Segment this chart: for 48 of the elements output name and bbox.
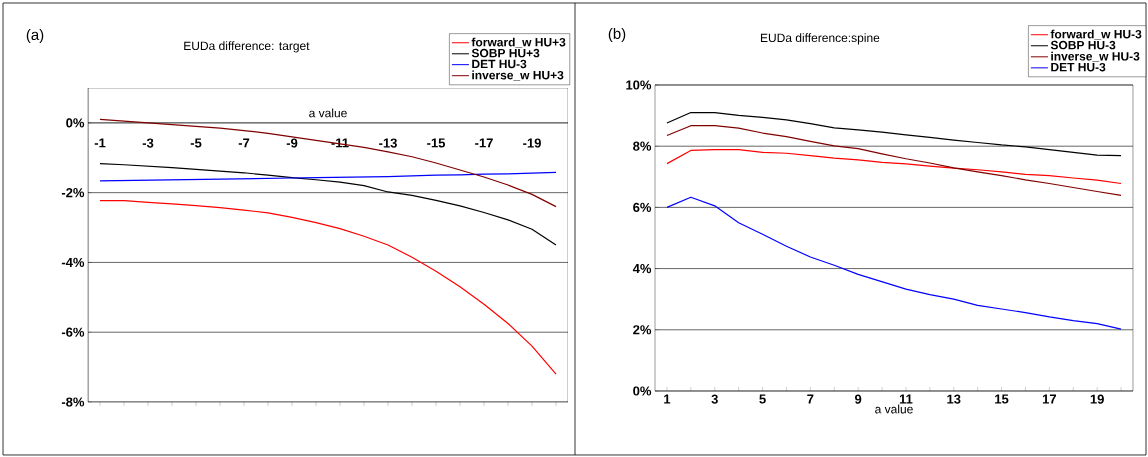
y-tick-label: 0%	[66, 118, 85, 128]
y-tick-label: -8%	[61, 397, 85, 407]
y-tick-label: 6%	[633, 202, 652, 212]
legend-label: inverse_w HU-3	[1051, 51, 1140, 62]
y-tick-label: 0%	[633, 386, 652, 396]
line-series	[99, 200, 557, 375]
x-tick-label: 1	[664, 394, 671, 404]
legend-label: SOBP HU+3	[471, 48, 540, 58]
legend-label: SOBP HU-3	[1050, 40, 1116, 50]
x-tick-label: 3	[711, 394, 718, 404]
chart-title: EUDa difference: target	[184, 41, 310, 53]
x-tick-label: 9	[854, 394, 862, 404]
x-tick-label: -17	[475, 138, 493, 148]
x-tick-label: 17	[1042, 394, 1057, 404]
line-series	[666, 125, 1122, 197]
line-series	[666, 111, 1122, 157]
x-tick-label: 15	[995, 394, 1009, 404]
x-tick-label: -19	[523, 138, 541, 148]
x-tick-label: -15	[427, 138, 446, 148]
text: (a)	[26, 29, 44, 43]
x-tick-label: 13	[947, 394, 961, 404]
y-tick-label: 2%	[633, 325, 652, 335]
y-tick-label: 8%	[633, 141, 652, 151]
x-tick-label: 5	[759, 394, 766, 404]
legend-label: DET HU-3	[472, 59, 527, 69]
x-axis-title: a value	[875, 404, 913, 414]
legend-label: forward_w HU-3	[1050, 29, 1142, 40]
y-tick-label: -4%	[61, 257, 85, 267]
legend-label: inverse_w HU+3	[472, 70, 564, 81]
x-tick-label: 19	[1090, 394, 1104, 404]
legend-label: DET HU-3	[1051, 62, 1106, 72]
chart-title: EUDa difference:spine	[760, 33, 880, 45]
y-tick-label: 10%	[626, 80, 652, 90]
y-tick-label: 4%	[632, 264, 652, 274]
x-axis-title: a value	[309, 108, 347, 118]
legend-label: forward_w HU+3	[471, 37, 566, 48]
x-tick-label: -9	[286, 138, 298, 148]
y-tick-label: -2%	[61, 188, 85, 198]
x-tick-label: 7	[807, 394, 814, 404]
y-tick-label: -6%	[61, 327, 85, 337]
x-tick-label: -5	[190, 138, 202, 148]
x-tick-label: -3	[142, 138, 154, 148]
line-series	[666, 148, 1122, 185]
x-tick-label: -13	[379, 138, 397, 148]
x-tick-label: 11	[899, 394, 913, 404]
x-tick-label: -1	[94, 138, 106, 148]
x-tick-label: -7	[238, 138, 250, 148]
text: (b)	[608, 28, 626, 42]
